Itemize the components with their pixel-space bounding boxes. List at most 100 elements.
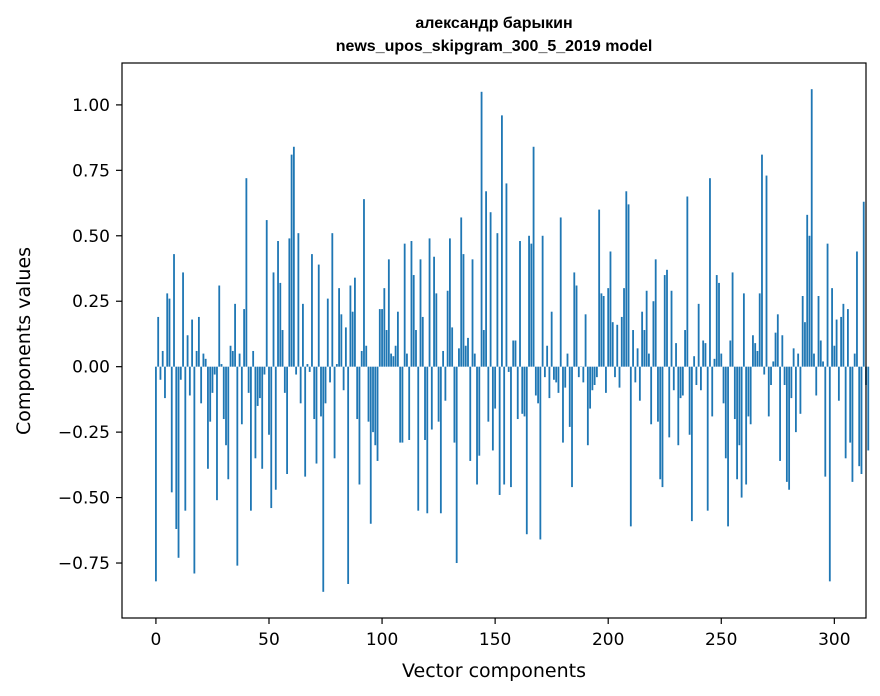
bar — [449, 238, 451, 367]
bar — [516, 366, 519, 420]
bar — [501, 115, 503, 367]
bar — [308, 366, 311, 372]
bar — [396, 311, 399, 367]
bar — [623, 288, 625, 367]
bar — [844, 366, 847, 459]
bar — [537, 366, 539, 404]
bar — [446, 290, 449, 367]
bar — [828, 366, 831, 582]
bar — [419, 259, 422, 367]
bar — [729, 340, 732, 367]
x-axis-label: Vector components — [402, 660, 586, 682]
bar — [663, 275, 666, 367]
bar — [503, 366, 506, 485]
bars-group — [155, 89, 870, 592]
bar — [709, 178, 711, 367]
bar — [593, 366, 596, 386]
bar — [557, 366, 560, 393]
bar — [602, 296, 605, 367]
bar — [299, 366, 302, 404]
bar — [485, 191, 487, 367]
bar — [182, 272, 184, 367]
bar — [731, 272, 734, 367]
bar — [790, 366, 793, 399]
bar — [342, 366, 345, 391]
chart-subtitle: news_upos_skipgram_300_5_2019 model — [336, 38, 653, 55]
y-tick-label: −0.75 — [58, 554, 110, 574]
y-tick-label: 0.50 — [72, 227, 110, 247]
bar — [471, 259, 474, 367]
bar — [810, 89, 813, 367]
bar — [833, 345, 836, 367]
bar — [720, 353, 723, 367]
bar — [815, 366, 818, 396]
bar — [331, 233, 334, 367]
bar — [858, 366, 861, 467]
bar — [847, 309, 849, 367]
bar — [785, 366, 788, 482]
bar — [851, 366, 854, 482]
bar — [659, 366, 662, 480]
bar — [700, 366, 702, 391]
y-axis-ticks: −0.75 −0.50 −0.25 0.00 0.25 0.50 0.75 1.00 — [58, 96, 122, 574]
bar — [297, 233, 300, 367]
bar — [376, 366, 379, 461]
bar — [417, 366, 420, 511]
bar — [385, 330, 388, 367]
bar — [460, 217, 463, 367]
bar — [426, 366, 429, 514]
bar — [288, 238, 291, 367]
bar — [577, 366, 580, 378]
bar — [507, 366, 510, 372]
bar — [648, 353, 650, 367]
bar — [302, 303, 304, 367]
bar — [170, 366, 173, 493]
bar — [369, 366, 372, 524]
bar — [197, 316, 200, 367]
bar — [589, 366, 592, 409]
bar — [442, 350, 445, 367]
bar — [213, 366, 216, 375]
bar — [548, 366, 551, 399]
bar — [614, 366, 616, 378]
bar — [261, 366, 264, 469]
bar — [817, 296, 820, 367]
bar — [641, 311, 644, 367]
bar — [824, 366, 827, 477]
bar — [638, 366, 641, 401]
bar — [363, 199, 365, 367]
bar — [788, 366, 791, 490]
bar — [661, 366, 664, 488]
bar — [202, 353, 205, 367]
bar — [620, 316, 623, 367]
bar — [304, 366, 307, 477]
bar — [761, 154, 763, 367]
bar — [670, 290, 673, 367]
bar — [374, 366, 377, 446]
bar — [252, 350, 255, 367]
bar — [523, 366, 526, 417]
bar — [209, 366, 212, 422]
bar — [754, 343, 757, 367]
bar — [290, 154, 293, 367]
bar — [494, 366, 497, 409]
bar — [595, 366, 598, 378]
bar — [193, 366, 196, 574]
bar — [324, 366, 327, 404]
bar — [383, 288, 386, 367]
bar — [306, 364, 309, 367]
bar — [227, 366, 230, 480]
bar — [747, 366, 750, 417]
bar — [794, 366, 797, 433]
bar — [607, 288, 610, 367]
bar — [770, 366, 772, 386]
y-tick-label: 1.00 — [72, 96, 110, 116]
bar — [756, 350, 759, 367]
bar — [804, 322, 806, 367]
bar — [566, 353, 569, 367]
bar — [627, 204, 630, 367]
bar — [410, 241, 413, 367]
bar — [338, 288, 340, 367]
bar — [250, 366, 252, 511]
bar — [453, 366, 456, 443]
